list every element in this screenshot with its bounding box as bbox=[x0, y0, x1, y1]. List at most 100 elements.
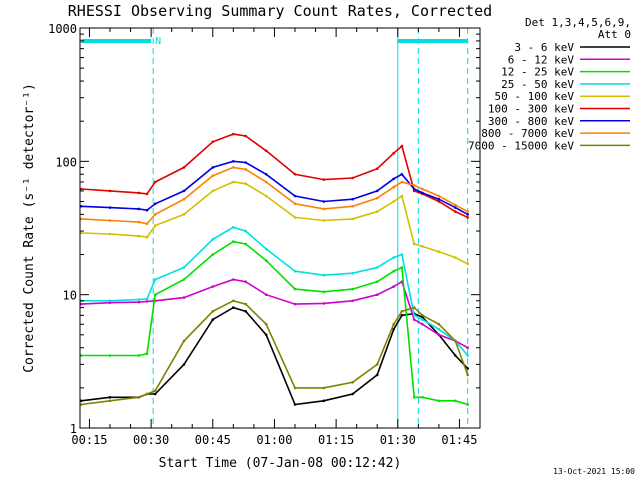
y-axis-label: Corrected Count Rate (s⁻¹ detector⁻¹) bbox=[22, 83, 37, 373]
series-point bbox=[264, 149, 268, 153]
series-point bbox=[421, 187, 424, 191]
series-point bbox=[322, 219, 326, 222]
series-point bbox=[79, 217, 83, 221]
legend-entry-label: 25 - 50 keV bbox=[501, 78, 574, 91]
series-point bbox=[244, 242, 247, 246]
x-axis-label: Start Time (07-Jan-08 00:12:42) bbox=[159, 456, 402, 471]
legend-entry-label: 12 - 25 keV bbox=[501, 66, 574, 79]
series-point bbox=[232, 166, 235, 169]
series-point bbox=[108, 354, 112, 357]
series-point bbox=[375, 280, 379, 284]
y-tick-label: 100 bbox=[55, 155, 77, 169]
series-point bbox=[264, 293, 268, 297]
series-point bbox=[351, 217, 354, 221]
series-point bbox=[232, 278, 235, 281]
series-point bbox=[293, 287, 297, 291]
series-point bbox=[400, 266, 404, 269]
series-point bbox=[322, 273, 326, 277]
series-point bbox=[232, 160, 235, 163]
series-point bbox=[145, 300, 149, 303]
series-point bbox=[375, 210, 379, 213]
series-point bbox=[79, 302, 83, 306]
series-point bbox=[79, 354, 83, 357]
series-point bbox=[182, 363, 186, 366]
series-point bbox=[437, 194, 441, 198]
series-point bbox=[351, 287, 354, 291]
legend-entry-label: 300 - 800 keV bbox=[488, 115, 574, 128]
series-point bbox=[293, 269, 297, 273]
series-point bbox=[392, 185, 396, 189]
series-point bbox=[437, 328, 441, 331]
series-point bbox=[137, 191, 141, 195]
series-point bbox=[392, 177, 396, 181]
series-point bbox=[421, 318, 424, 321]
series-point bbox=[412, 189, 416, 193]
series-point bbox=[244, 182, 247, 185]
series-point bbox=[421, 245, 424, 248]
series-point bbox=[375, 196, 379, 200]
series-point bbox=[153, 392, 157, 396]
series-point bbox=[322, 200, 326, 203]
series-point bbox=[375, 373, 379, 377]
series-point bbox=[466, 354, 470, 357]
series-point bbox=[375, 189, 379, 193]
series-point bbox=[293, 403, 297, 406]
series-point bbox=[437, 250, 441, 253]
night-marker-label: N bbox=[155, 36, 161, 47]
series-point bbox=[153, 278, 157, 281]
series-point bbox=[421, 396, 424, 399]
series-point bbox=[145, 192, 149, 196]
series-point bbox=[137, 207, 141, 211]
series-point bbox=[466, 403, 470, 406]
series-point bbox=[400, 310, 404, 313]
series-point bbox=[137, 300, 141, 304]
series-point bbox=[412, 318, 416, 321]
series-point bbox=[211, 318, 215, 321]
series-point bbox=[211, 189, 215, 193]
series-point bbox=[412, 184, 416, 187]
series-point bbox=[293, 386, 297, 390]
legend-entry-label: 7000 - 15000 keV bbox=[468, 139, 574, 152]
series-point bbox=[412, 187, 416, 191]
series-point bbox=[153, 202, 157, 206]
series-point bbox=[454, 206, 457, 209]
series-point bbox=[375, 363, 379, 366]
series-point bbox=[322, 399, 326, 403]
series-point bbox=[182, 278, 186, 281]
series-point bbox=[293, 302, 297, 306]
series-point bbox=[264, 194, 268, 198]
series-point bbox=[351, 197, 354, 201]
series-point bbox=[108, 301, 112, 305]
series-point bbox=[264, 173, 268, 176]
legend-header-line-1: Det 1,3,4,5,6,9, bbox=[525, 16, 631, 29]
series-point bbox=[79, 231, 83, 235]
x-tick-label: 00:45 bbox=[195, 433, 231, 447]
series-point bbox=[182, 339, 186, 343]
series-point bbox=[137, 298, 141, 301]
series-point bbox=[437, 322, 441, 326]
series-point bbox=[392, 322, 396, 326]
series-point bbox=[108, 396, 112, 399]
series-point bbox=[293, 216, 297, 219]
series-point bbox=[400, 144, 404, 148]
series-point bbox=[400, 180, 404, 184]
series-point bbox=[153, 180, 157, 184]
series-point bbox=[182, 189, 186, 193]
x-tick-label: 01:00 bbox=[256, 433, 292, 447]
series-point bbox=[351, 205, 354, 208]
series-point bbox=[108, 399, 112, 403]
series-point bbox=[421, 314, 424, 317]
series-point bbox=[182, 266, 186, 269]
series-point bbox=[293, 194, 297, 198]
plot-frame bbox=[79, 27, 481, 429]
series-point bbox=[322, 207, 326, 211]
series-point bbox=[392, 256, 396, 259]
x-tick-label: 01:15 bbox=[318, 433, 354, 447]
legend-entry-label: 50 - 100 keV bbox=[495, 90, 575, 103]
series-point bbox=[400, 173, 404, 176]
series-point bbox=[264, 180, 268, 184]
series-point bbox=[351, 299, 354, 303]
legend-entry-label: 3 - 6 keV bbox=[514, 41, 574, 54]
series-point bbox=[182, 166, 186, 169]
